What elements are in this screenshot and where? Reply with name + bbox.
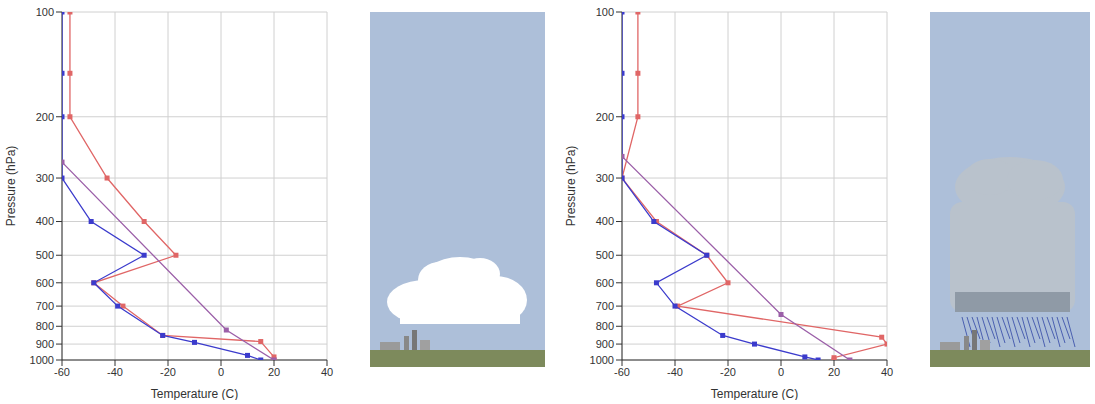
svg-text:1000: 1000	[30, 354, 54, 366]
svg-text:0: 0	[218, 366, 224, 378]
svg-text:800: 800	[596, 320, 614, 332]
svg-text:200: 200	[36, 111, 54, 123]
svg-text:600: 600	[596, 277, 614, 289]
svg-text:900: 900	[596, 338, 614, 350]
svg-text:200: 200	[596, 111, 614, 123]
svg-text:300: 300	[36, 172, 54, 184]
svg-text:800: 800	[36, 320, 54, 332]
svg-text:40: 40	[321, 366, 333, 378]
svg-text:400: 400	[36, 215, 54, 227]
svg-text:-60: -60	[614, 366, 630, 378]
svg-text:400: 400	[596, 215, 614, 227]
svg-text:-40: -40	[107, 366, 123, 378]
svg-text:Temperature (C): Temperature (C)	[151, 387, 238, 400]
svg-text:1000: 1000	[590, 354, 614, 366]
svg-text:700: 700	[596, 300, 614, 312]
svg-text:20: 20	[268, 366, 280, 378]
svg-text:100: 100	[596, 6, 614, 18]
svg-text:Pressure (hPa): Pressure (hPa)	[5, 146, 18, 227]
svg-text:40: 40	[881, 366, 893, 378]
svg-text:900: 900	[36, 338, 54, 350]
svg-text:-60: -60	[54, 366, 70, 378]
svg-text:500: 500	[36, 249, 54, 261]
svg-text:500: 500	[596, 249, 614, 261]
svg-text:0: 0	[778, 366, 784, 378]
svg-text:-40: -40	[667, 366, 683, 378]
svg-text:Pressure (hPa): Pressure (hPa)	[565, 146, 578, 227]
svg-text:300: 300	[596, 172, 614, 184]
svg-text:600: 600	[36, 277, 54, 289]
svg-text:100: 100	[36, 6, 54, 18]
svg-text:-20: -20	[160, 366, 176, 378]
svg-text:20: 20	[828, 366, 840, 378]
svg-text:700: 700	[36, 300, 54, 312]
svg-text:-20: -20	[720, 366, 736, 378]
svg-text:Temperature (C): Temperature (C)	[711, 387, 798, 400]
